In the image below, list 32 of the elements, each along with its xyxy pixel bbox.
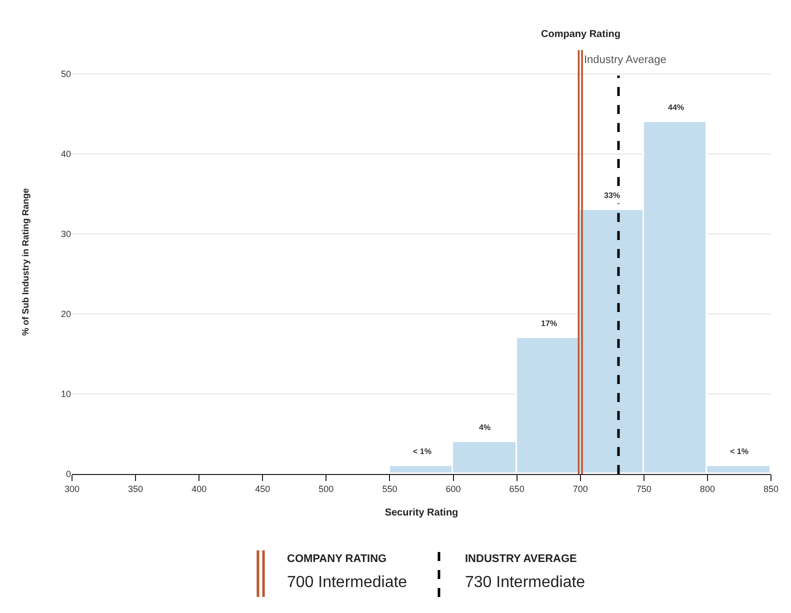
x-tick-label: 350 (128, 484, 144, 494)
y-tick-label: 0 (66, 469, 71, 480)
data-label: 33% (604, 191, 620, 200)
x-tick-label: 400 (192, 484, 207, 494)
data-label: < 1% (413, 447, 432, 456)
x-tick-label: 600 (446, 484, 461, 494)
y-tick-label: 20 (60, 309, 71, 320)
x-tick-label: 850 (763, 484, 779, 494)
text: INDUSTRY AVERAGE (465, 553, 577, 565)
y-axis-title: % of Sub Industry in Rating Range (20, 188, 30, 336)
text: 700 Intermediate (287, 574, 408, 591)
data-label: < 1% (730, 447, 748, 456)
data-label: 4% (479, 423, 491, 432)
x-tick-label: 650 (509, 484, 524, 494)
data-label: 17% (541, 319, 558, 328)
x-tick-label: 500 (318, 484, 334, 494)
x-tick-label: 800 (700, 484, 715, 494)
ref-line-label: Industry Average (584, 54, 666, 66)
text: COMPANY RATING (287, 553, 387, 565)
ref-line-label: Company Rating (541, 29, 620, 40)
text: 730 Intermediate (465, 574, 586, 591)
y-tick-label: 50 (60, 69, 71, 80)
x-axis-title: Security Rating (384, 507, 458, 518)
y-tick-label: 40 (60, 149, 71, 160)
x-tick-label: 700 (572, 484, 588, 494)
x-tick-label: 750 (636, 484, 652, 494)
data-label: 44% (668, 103, 684, 112)
y-tick-label: 10 (60, 389, 71, 400)
x-tick-label: 550 (382, 484, 398, 494)
x-tick-label: 300 (64, 484, 80, 494)
y-tick-label: 30 (60, 229, 71, 240)
x-tick-label: 450 (255, 484, 270, 494)
